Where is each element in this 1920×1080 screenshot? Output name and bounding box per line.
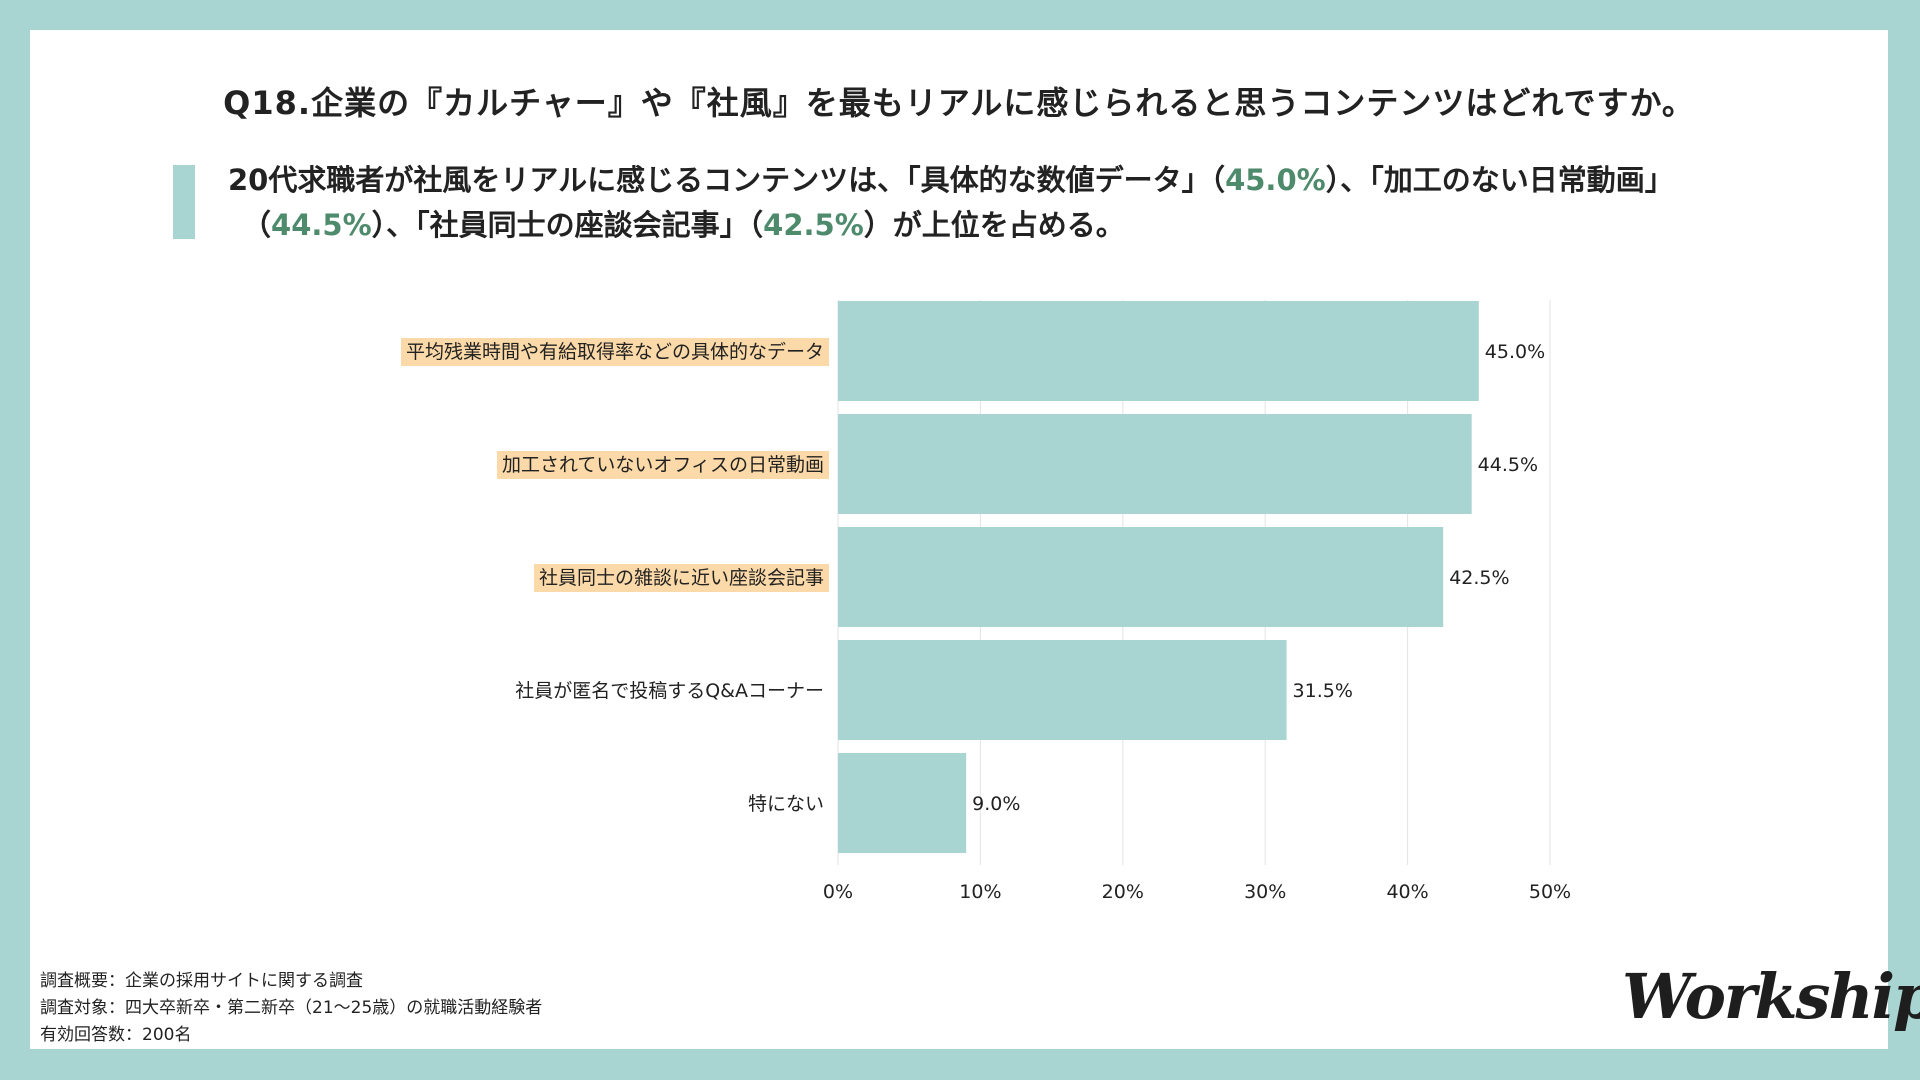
bar-value-label: 9.0% <box>972 793 1020 815</box>
summary-text-part: （ <box>242 208 272 242</box>
summary-line-2: （44.5%）、「社員同士の座談会記事」（42.5%）が上位を占める。 <box>228 203 1828 248</box>
survey-target: 調査対象：四大卒新卒・第二新卒（21〜25歳）の就職活動経験者 <box>40 998 543 1018</box>
bar-value-label: 42.5% <box>1449 567 1509 589</box>
bar-value-label: 44.5% <box>1478 454 1538 476</box>
category-highlight <box>400 338 829 366</box>
bar-chart: 0% 10% 20% 30% 40% 50% 45.0% 平均残業時間や有給取得率などの具体的… <box>400 300 1571 903</box>
x-tick-label: 0% <box>823 881 853 903</box>
summary-pct-2: 44.5% <box>271 208 372 242</box>
workship-logo: Workship <box>1622 960 1920 1033</box>
category-label: 社員が匿名で投稿するQ&Aコーナー <box>515 680 824 702</box>
bar <box>838 753 967 853</box>
survey-footer: 調査概要：企業の採用サイトに関する調査 調査対象：四大卒新卒・第二新卒（21〜2… <box>40 968 542 1049</box>
bar-value-label: 45.0% <box>1485 341 1545 363</box>
page-title: Q18.企業の『カルチャー』や『社風』を最もリアルに感じられると思うコンテンツは… <box>223 84 1695 122</box>
summary-text-part: ）、「加工のない日常動画」 <box>1325 163 1674 197</box>
category-label: 加工されていないオフィスの日常動画 <box>502 454 824 476</box>
x-tick-label: 20% <box>1102 881 1144 903</box>
bar <box>838 527 1444 627</box>
summary-pct-3: 42.5% <box>763 208 864 242</box>
summary-text-part: ）、「社員同士の座談会記事」（ <box>371 208 764 242</box>
x-tick-label: 50% <box>1529 881 1571 903</box>
summary-text: 20代求職者が社風をリアルに感じるコンテンツは、「具体的な数値データ」（45.0… <box>228 158 1828 248</box>
bar <box>838 301 1479 401</box>
category-highlight <box>533 564 829 592</box>
category-label: 平均残業時間や有給取得率などの具体的なデータ <box>406 341 824 363</box>
x-tick-label: 30% <box>1244 881 1286 903</box>
summary-pct-1: 45.0% <box>1225 163 1326 197</box>
survey-overview: 調査概要：企業の採用サイトに関する調査 <box>40 971 363 991</box>
summary-text-part: ）が上位を占める。 <box>863 208 1125 242</box>
survey-responses: 有効回答数：200名 <box>40 1025 192 1045</box>
summary-accent-bar <box>173 165 195 239</box>
bar <box>838 414 1472 514</box>
card: Q18.企業の『カルチャー』や『社風』を最もリアルに感じられると思うコンテンツは… <box>30 30 1920 1049</box>
category-label: 社員同士の雑談に近い座談会記事 <box>539 567 824 589</box>
summary-line-1: 20代求職者が社風をリアルに感じるコンテンツは、「具体的な数値データ」（45.0… <box>228 158 1828 203</box>
x-tick-label: 40% <box>1386 881 1428 903</box>
x-tick-label: 10% <box>959 881 1001 903</box>
category-highlight <box>496 451 829 479</box>
bar-value-label: 31.5% <box>1293 680 1353 702</box>
summary-text-part: 20代求職者が社風をリアルに感じるコンテンツは、「具体的な数値データ」（ <box>228 163 1226 197</box>
bar <box>838 640 1287 740</box>
category-label: 特にない <box>748 793 824 815</box>
